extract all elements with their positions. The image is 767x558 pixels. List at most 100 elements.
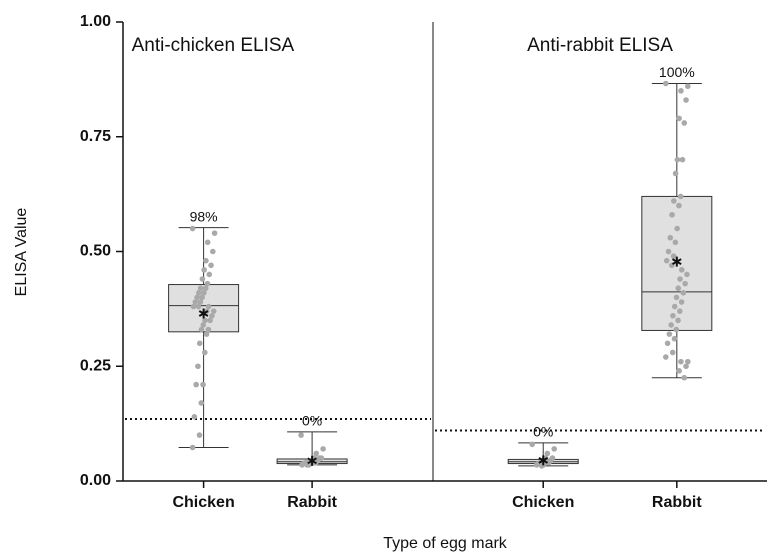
data-point [669, 349, 676, 356]
data-point [663, 354, 669, 360]
data-point [202, 349, 208, 356]
annotation: 100% [659, 64, 695, 80]
data-point [544, 450, 551, 457]
data-point [204, 280, 211, 287]
mean-marker [198, 308, 209, 319]
mean-marker [671, 256, 682, 267]
panel-title: Anti-rabbit ELISA [527, 35, 673, 56]
data-point [676, 115, 682, 122]
x-axis-label: Type of egg mark [383, 535, 508, 552]
data-point [682, 280, 688, 287]
data-point [671, 198, 677, 204]
data-point [195, 363, 201, 370]
data-point [676, 368, 682, 374]
data-point [672, 239, 679, 246]
data-point [205, 303, 212, 310]
data-point [681, 120, 688, 126]
mean-stroke [198, 310, 209, 317]
data-point [673, 326, 680, 333]
data-point [677, 193, 684, 200]
data-point [678, 88, 684, 94]
data-point [533, 462, 540, 468]
data-point [200, 322, 207, 328]
data-point [196, 432, 203, 438]
data-point [670, 312, 676, 319]
data-point [673, 294, 680, 301]
data-point [666, 331, 673, 337]
data-point [313, 450, 320, 457]
data-point [680, 290, 687, 296]
data-point [684, 271, 690, 278]
data-point [191, 413, 198, 420]
data-point [671, 335, 678, 342]
mean-marker [538, 455, 549, 466]
data-point [192, 299, 199, 305]
data-point [669, 211, 675, 218]
data-point [672, 170, 679, 177]
data-point [529, 441, 536, 448]
data-point [200, 381, 206, 388]
annotation: 0% [302, 413, 322, 429]
data-point [211, 230, 218, 236]
data-point [681, 374, 688, 381]
data-point [197, 285, 204, 292]
data-point [685, 358, 691, 365]
x-tick-label: Chicken [512, 494, 574, 511]
data-point [206, 271, 213, 278]
data-point [674, 225, 680, 232]
y-tick-label: 0.25 [80, 357, 111, 374]
data-point [201, 290, 207, 296]
data-point [678, 299, 685, 305]
data-point [298, 432, 304, 438]
data-point [670, 253, 677, 259]
mean-stroke [307, 457, 317, 465]
data-point [676, 202, 682, 209]
data-point [193, 381, 199, 388]
data-point [671, 303, 678, 310]
data-point [202, 285, 209, 292]
data-point [320, 446, 326, 452]
data-point [196, 340, 203, 347]
data-point [202, 317, 208, 324]
data-point [201, 267, 207, 273]
data-point [203, 257, 209, 264]
data-point [209, 312, 215, 319]
data-point [199, 294, 205, 301]
data-point [199, 276, 206, 282]
y-tick-label: 0.75 [80, 128, 111, 145]
data-point [685, 83, 691, 90]
data-point [198, 400, 205, 406]
annotation: 0% [533, 424, 553, 440]
mean-marker [307, 455, 317, 466]
data-point [663, 257, 670, 264]
data-point [190, 303, 197, 310]
data-point [205, 326, 212, 333]
data-point [197, 299, 204, 305]
data-point [677, 276, 683, 282]
data-point [198, 326, 205, 333]
panel-title: Anti-chicken ELISA [132, 35, 295, 56]
data-point [675, 317, 681, 324]
y-tick-label: 1.00 [80, 13, 111, 30]
data-point [195, 303, 202, 310]
data-point [207, 317, 213, 324]
data-point [679, 156, 686, 163]
data-point [210, 248, 216, 255]
data-point [196, 290, 202, 296]
data-point [678, 358, 684, 365]
data-point [674, 156, 681, 163]
data-point [210, 308, 217, 314]
y-tick-label: 0.50 [80, 243, 111, 260]
mean-stroke [671, 258, 682, 265]
data-point [667, 234, 674, 241]
data-point [668, 322, 674, 328]
data-point [683, 363, 689, 370]
data-point [204, 239, 211, 246]
data-point [203, 331, 210, 337]
data-point [683, 97, 689, 103]
data-point [664, 340, 671, 347]
annotation: 98% [190, 208, 218, 224]
data-point [189, 225, 196, 232]
x-tick-label: Rabbit [287, 494, 337, 511]
